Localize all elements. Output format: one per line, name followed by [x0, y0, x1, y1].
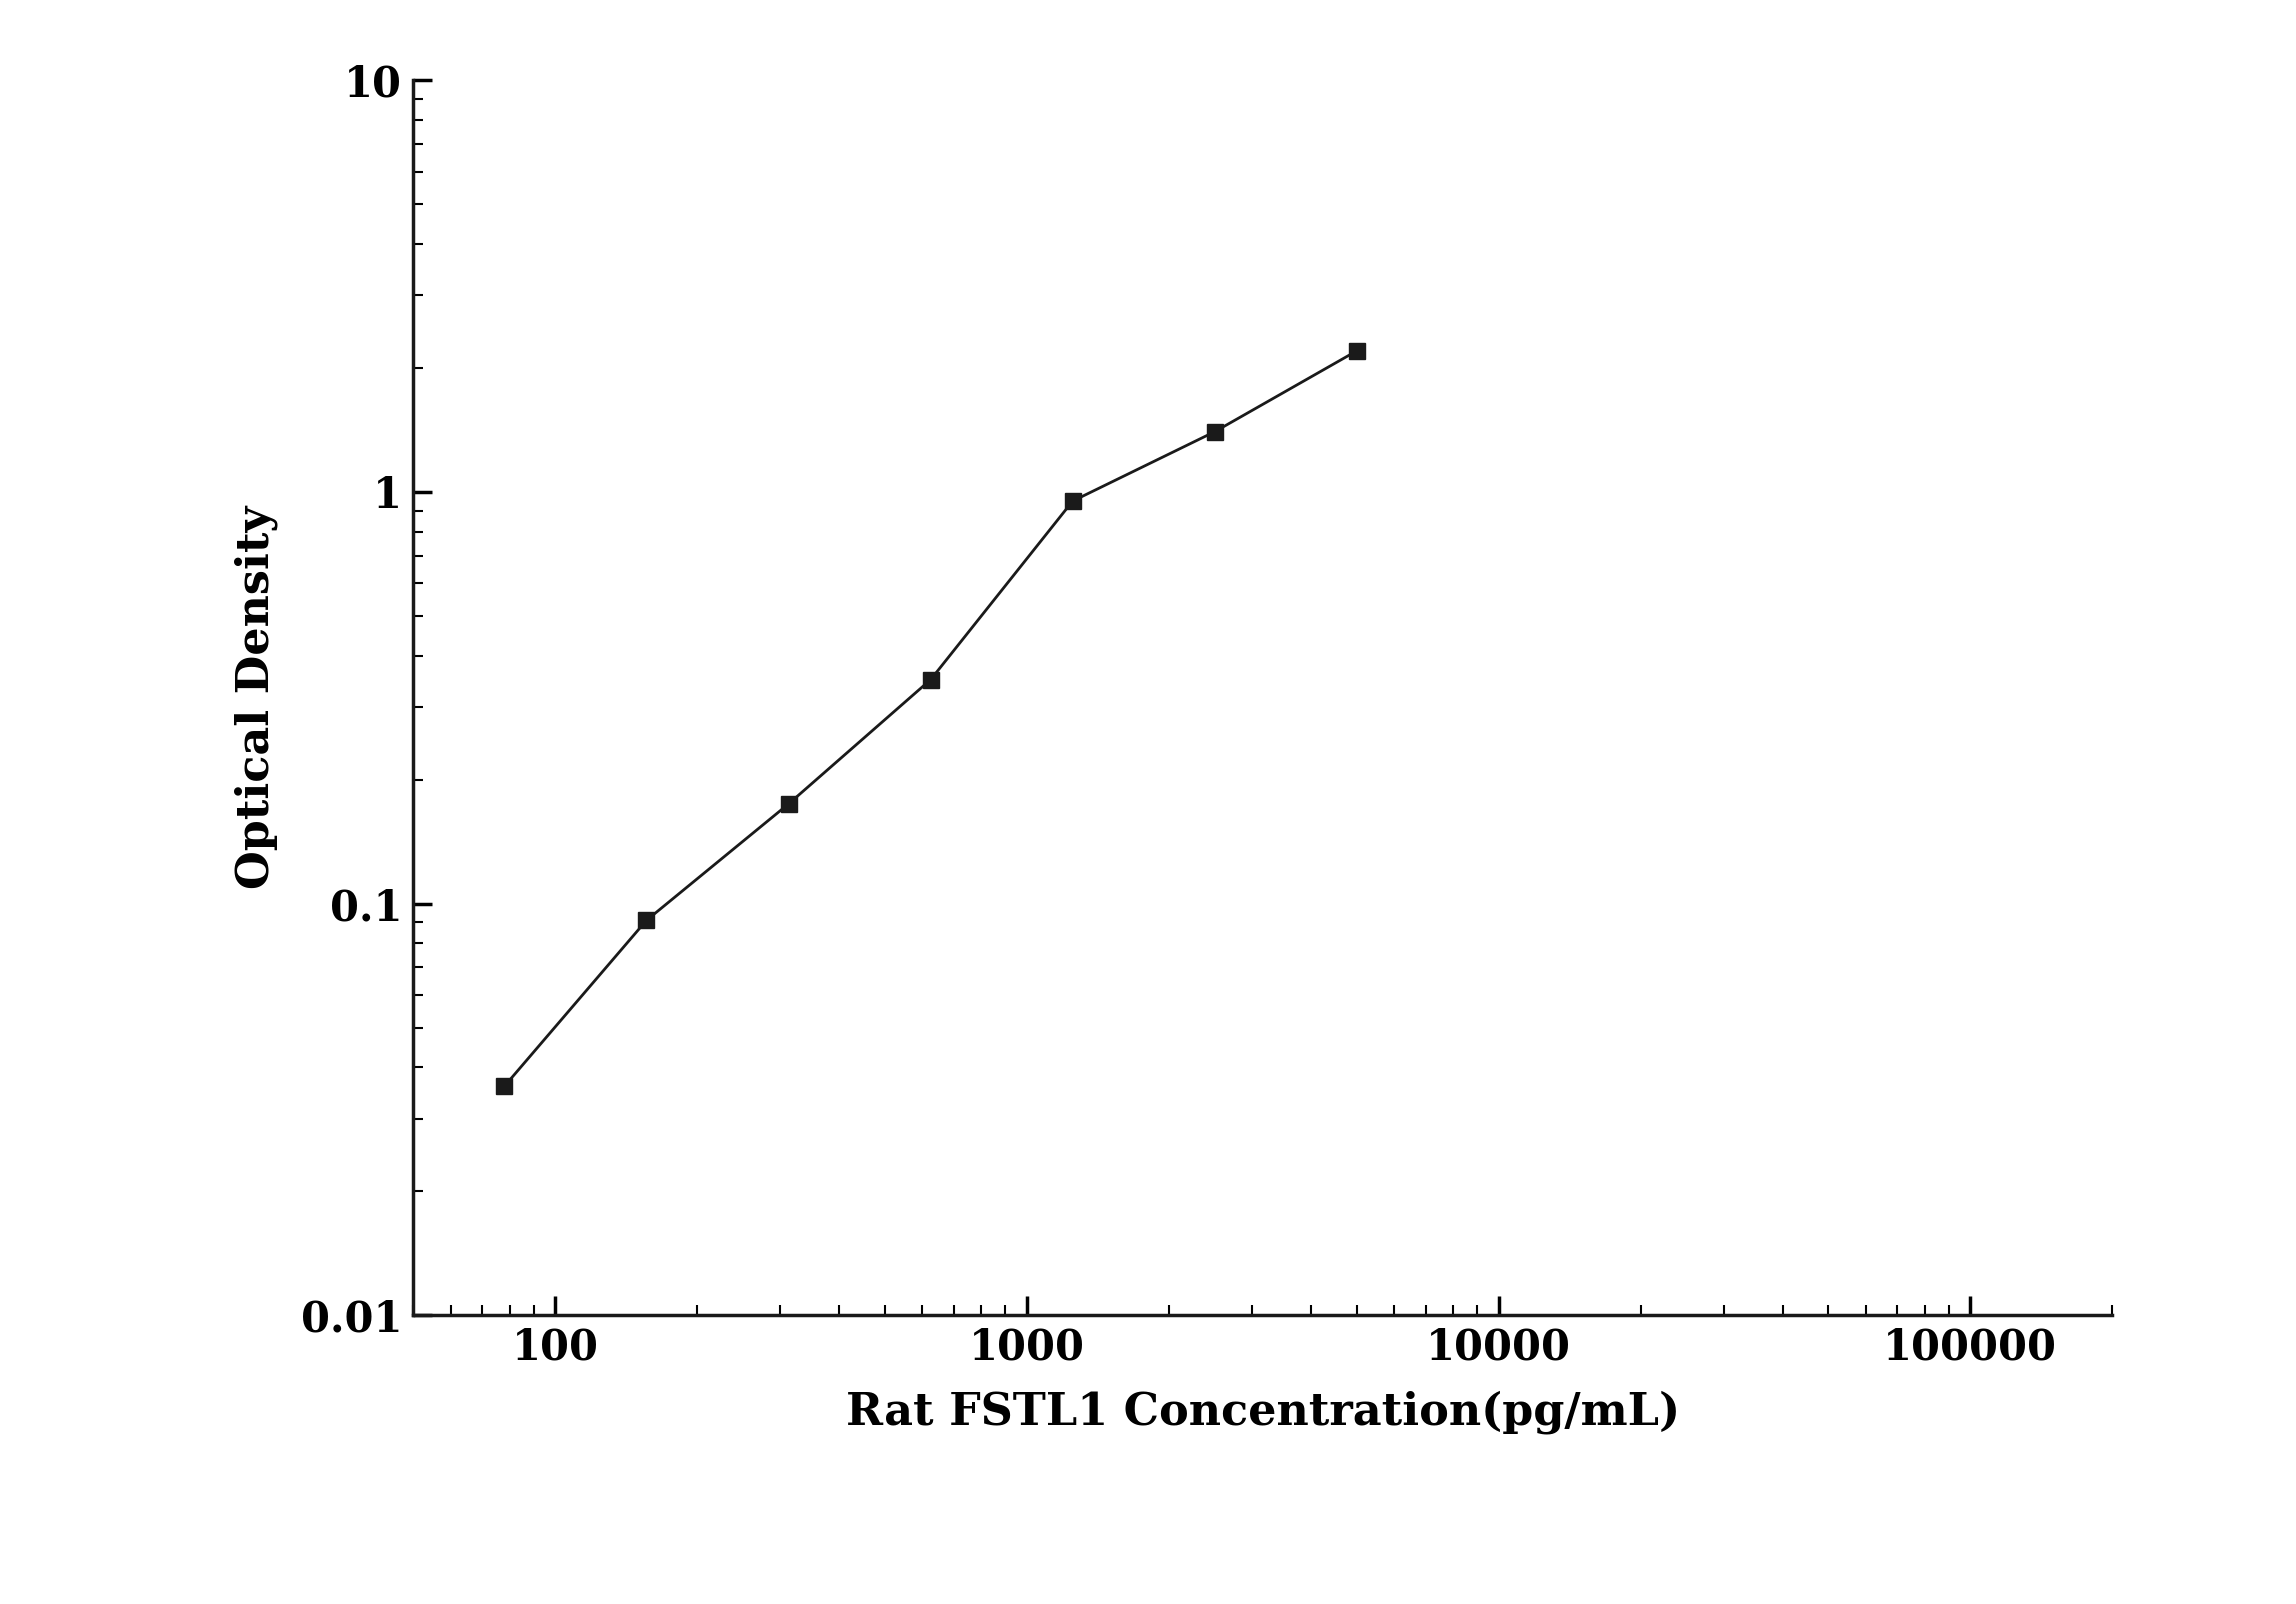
- Y-axis label: Optical Density: Optical Density: [234, 507, 278, 889]
- X-axis label: Rat FSTL1 Concentration(pg/mL): Rat FSTL1 Concentration(pg/mL): [845, 1391, 1681, 1434]
